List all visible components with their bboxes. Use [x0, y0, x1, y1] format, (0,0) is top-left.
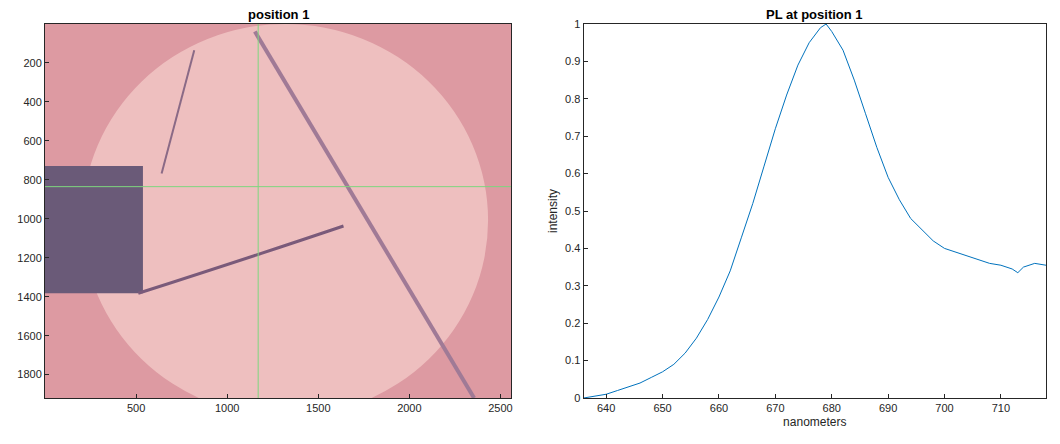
- svg-text:1600: 1600: [17, 330, 41, 342]
- svg-text:1: 1: [574, 18, 580, 30]
- svg-text:1800: 1800: [17, 368, 41, 380]
- svg-text:600: 600: [23, 135, 41, 147]
- svg-text:2000: 2000: [397, 402, 421, 414]
- svg-text:640: 640: [597, 402, 615, 414]
- svg-text:690: 690: [879, 402, 897, 414]
- svg-text:500: 500: [127, 402, 145, 414]
- svg-text:0.6: 0.6: [565, 167, 580, 179]
- svg-text:position 1: position 1: [248, 7, 309, 22]
- svg-text:2500: 2500: [488, 402, 512, 414]
- svg-text:1400: 1400: [17, 291, 41, 303]
- svg-text:660: 660: [710, 402, 728, 414]
- svg-text:0: 0: [574, 392, 580, 404]
- svg-text:400: 400: [23, 96, 41, 108]
- svg-text:0.5: 0.5: [565, 205, 580, 217]
- svg-text:800: 800: [23, 174, 41, 186]
- svg-text:700: 700: [935, 402, 953, 414]
- svg-text:0.4: 0.4: [565, 242, 580, 254]
- svg-text:1000: 1000: [215, 402, 239, 414]
- svg-text:nanometers: nanometers: [783, 415, 846, 429]
- svg-text:710: 710: [992, 402, 1010, 414]
- svg-text:intensity: intensity: [546, 189, 560, 233]
- svg-text:0.9: 0.9: [565, 55, 580, 67]
- svg-text:0.2: 0.2: [565, 317, 580, 329]
- svg-text:670: 670: [766, 402, 784, 414]
- svg-text:0.1: 0.1: [565, 354, 580, 366]
- svg-text:1200: 1200: [17, 252, 41, 264]
- svg-text:PL at position 1: PL at position 1: [766, 7, 863, 22]
- svg-text:0.8: 0.8: [565, 93, 580, 105]
- svg-text:0.3: 0.3: [565, 280, 580, 292]
- svg-text:200: 200: [23, 57, 41, 69]
- svg-text:0.7: 0.7: [565, 130, 580, 142]
- svg-text:1000: 1000: [17, 213, 41, 225]
- svg-text:1500: 1500: [306, 402, 330, 414]
- svg-text:680: 680: [823, 402, 841, 414]
- svg-text:650: 650: [653, 402, 671, 414]
